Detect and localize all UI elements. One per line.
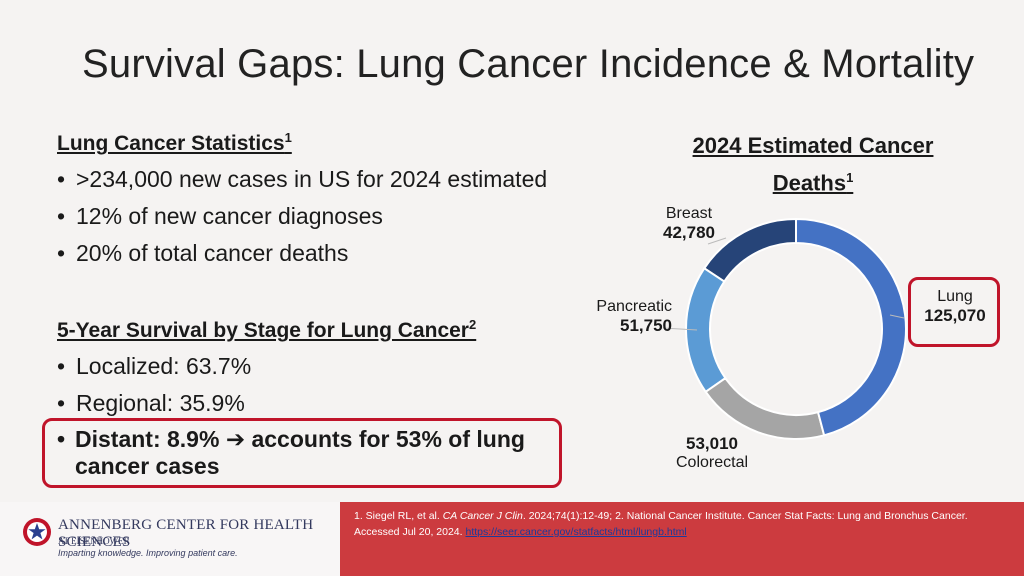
list-item: >234,000 new cases in US for 2024 estima… [57,161,547,198]
chart-title-text: 2024 Estimated Cancer Deaths [692,133,934,196]
lung-label: Lung 125,070 [920,288,990,326]
chart-title-sup: 1 [846,170,854,185]
survival-list: Localized: 63.7% Regional: 35.9% [57,348,251,422]
lung-label-name: Lung [937,288,973,305]
list-item: Regional: 35.9% [57,385,251,422]
ref-text: . 2024;74(1):12-49; 2. National Cancer I… [522,510,968,522]
list-item: Localized: 63.7% [57,348,251,385]
list-item: 12% of new cancer diagnoses [57,198,547,235]
survival-heading-sup: 2 [468,317,477,332]
stats-heading-text: Lung Cancer Statistics [57,132,285,155]
ref-text: 1. Siegel RL, et al. [354,510,443,522]
breast-label-value: 42,780 [663,223,715,242]
footer: ANNENBERG CENTER FOR HEALTH SCIENCES AT … [0,502,1024,576]
stats-heading-sup: 1 [284,130,292,145]
list-item: 20% of total cancer deaths [57,235,547,272]
reference-line-2: Accessed Jul 20, 2024. https://seer.canc… [354,524,1012,540]
stats-list: >234,000 new cases in US for 2024 estima… [57,161,547,272]
survival-heading-text: 5-Year Survival by Stage for Lung Cancer [57,319,469,342]
logo-name: ANNENBERG CENTER FOR HEALTH SCIENCES [58,517,314,550]
footer-references: 1. Siegel RL, et al. CA Cancer J Clin. 2… [340,502,1024,576]
stats-heading: Lung Cancer Statistics1 [57,130,292,156]
breast-label-name: Breast [665,205,713,222]
distant-stage-text: Distant: 8.9% ➔ accounts for 53% of lung… [57,426,565,480]
breast-leader-line [707,237,727,245]
logo-tagline: Imparting knowledge. Improving patient c… [58,548,238,558]
slide-title: Survival Gaps: Lung Cancer Incidence & M… [82,42,975,86]
lung-label-value: 125,070 [924,306,986,325]
lung-leader-line [889,314,905,319]
pancreatic-label: Pancreatic 51,750 [580,298,672,336]
ref-journal: CA Cancer J Clin [442,510,523,522]
donut-slice-lung [795,217,907,437]
breast-label: Breast 42,780 [650,205,728,243]
pancreatic-leader-line [662,327,698,331]
donut-slice-pancreatic [685,266,727,394]
star-logo-icon [23,518,51,546]
colorectal-label: 53,010 Colorectal [662,434,762,472]
reference-link[interactable]: https://seer.cancer.gov/statfacts/html/l… [465,526,687,538]
donut-slice-colorectal [704,376,826,440]
ref-text: Accessed Jul 20, 2024. [354,526,466,538]
pancreatic-label-value: 51,750 [620,316,672,335]
chart-title: 2024 Estimated Cancer Deaths1 [676,130,950,199]
reference-line-1: 1. Siegel RL, et al. CA Cancer J Clin. 2… [354,508,1012,524]
pancreatic-label-name: Pancreatic [596,298,672,315]
footer-logo-area: ANNENBERG CENTER FOR HEALTH SCIENCES AT … [0,502,340,576]
colorectal-label-name: Colorectal [675,454,749,471]
survival-heading: 5-Year Survival by Stage for Lung Cancer… [57,317,476,343]
lung-highlight-box [908,277,1000,347]
colorectal-label-value: 53,010 [686,434,738,453]
logo-subtitle: AT EISENHOWER [58,536,130,546]
